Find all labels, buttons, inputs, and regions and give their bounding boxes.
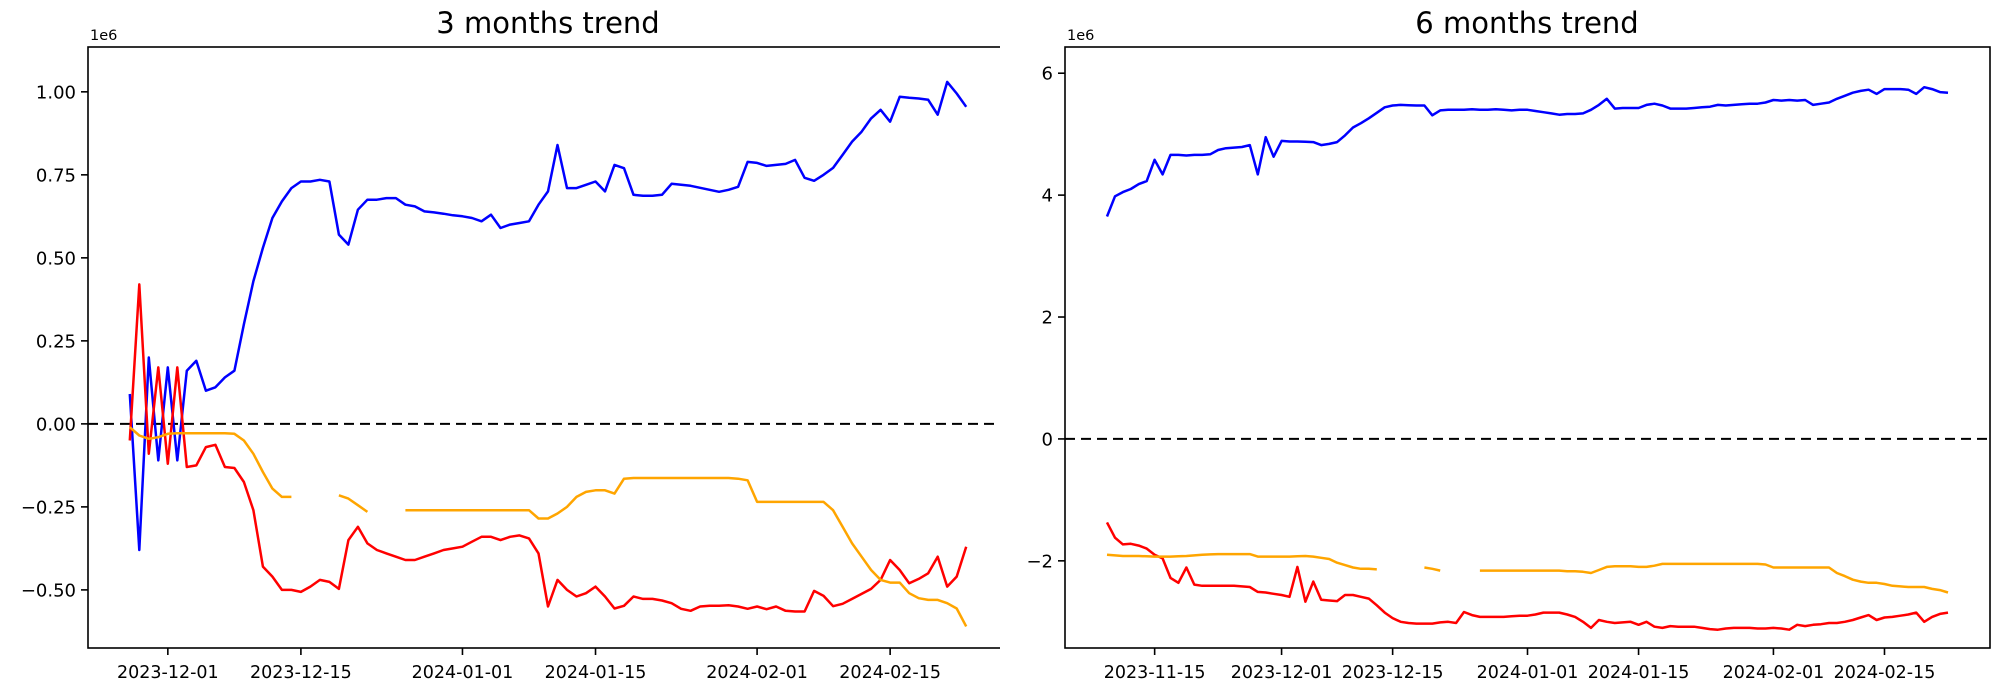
series-blue-line (1105, 85, 1949, 217)
series-red-line (1105, 521, 1949, 631)
y-tick-label: 0.75 (36, 165, 76, 186)
x-tick-label: 2024-02-01 (1723, 663, 1825, 683)
x-tick-label: 2024-02-01 (706, 663, 808, 683)
y-tick-label: −0.50 (21, 580, 76, 601)
y-tick-label: −2 (1026, 551, 1053, 572)
chart-6-months-trend: 6 4 2 0 −2 2023-11-15 2023-12-01 2023-12-15 2024… (1000, 0, 2000, 700)
plot-border (1064, 46, 1991, 649)
y-tick-label: 1.00 (36, 82, 76, 103)
series-orange-line (1106, 552, 1949, 594)
series-red-line (128, 283, 968, 613)
y-tick-label: −0.25 (21, 497, 76, 518)
x-tick-label: 2024-02-15 (839, 663, 941, 683)
x-tick-label: 2024-01-15 (545, 663, 647, 683)
x-tick-label: 2023-12-01 (117, 663, 219, 683)
y-tick-label: 0.00 (36, 414, 76, 435)
plot-area-3-months: 1.00 0.75 0.50 0.25 0.00 −0.25 −0.50 2023-12-01… (21, 46, 1000, 683)
y-tick-label: 2 (1042, 308, 1053, 329)
x-tick-label: 2024-01-01 (1477, 663, 1579, 683)
x-tick-label: 2024-02-15 (1834, 663, 1936, 683)
plot-border (87, 46, 1000, 649)
chart-3-months-trend: 1.00 0.75 0.50 0.25 0.00 −0.25 −0.50 2023-12-01… (21, 6, 1000, 683)
y-axis-offset-text: 1e6 (90, 28, 117, 44)
chart-3-months-trend-svg: 1.00 0.75 0.50 0.25 0.00 −0.25 −0.50 2023-12-01… (21, 6, 1000, 683)
y-tick-label: 0.25 (36, 331, 76, 352)
series-blue-line (128, 80, 968, 552)
y-tick-label: 0 (1042, 429, 1053, 450)
x-tick-label: 2023-12-15 (1342, 663, 1444, 683)
x-tick-label: 2024-01-15 (1588, 663, 1690, 683)
y-tick-label: 0.50 (36, 248, 76, 269)
plot-area-6-months: 6 4 2 0 −2 2023-11-15 2023-12-01 2023-12-15 2024… (1026, 46, 1991, 683)
chart-title: 3 months trend (436, 6, 659, 40)
x-tick-label: 2023-12-15 (250, 663, 352, 683)
x-tick-label: 2024-01-01 (412, 663, 514, 683)
series-orange-line (128, 426, 968, 627)
y-tick-label: 6 (1042, 64, 1053, 85)
chart-6-months-trend-svg: 6 4 2 0 −2 2023-11-15 2023-12-01 2023-12-15 2024… (1026, 6, 1991, 683)
y-tick-label: 4 (1042, 186, 1053, 207)
x-tick-label: 2023-11-15 (1104, 663, 1206, 683)
chart-title: 6 months trend (1415, 6, 1638, 40)
x-tick-label: 2023-12-01 (1231, 663, 1333, 683)
y-axis-offset-text: 1e6 (1067, 28, 1094, 44)
